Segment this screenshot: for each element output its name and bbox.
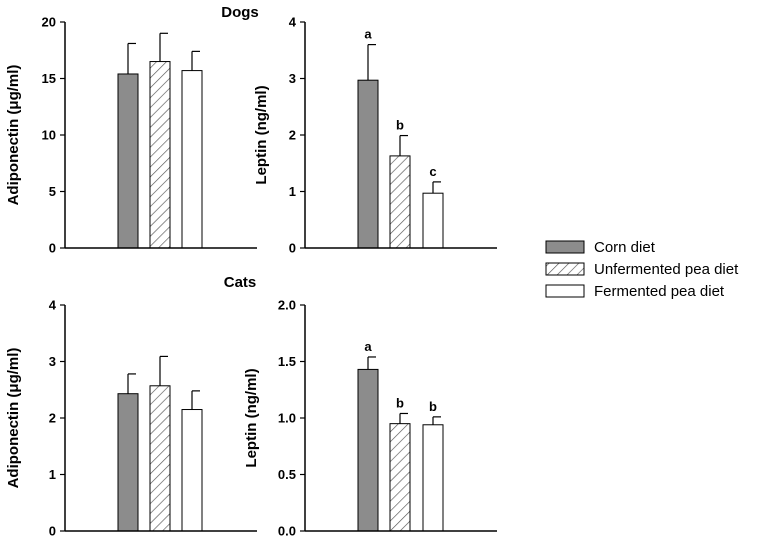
legend-item-corn: Corn diet (545, 239, 656, 256)
y-tick-label: 0 (289, 241, 296, 256)
y-tick-label: 2 (49, 411, 56, 426)
legend-label-corn: Corn diet (594, 239, 656, 256)
y-tick-label: 5 (49, 184, 56, 199)
y-tick-label: 10 (42, 128, 56, 143)
dogs-leptin-panel: a b c 0 1 2 3 4 Leptin (ng/ml) (253, 15, 497, 256)
bar-unfermented (149, 61, 171, 249)
bar-unfermented (389, 155, 411, 249)
y-tick-label: 1 (49, 467, 56, 482)
bar-corn (117, 73, 139, 249)
y-tick-label: 20 (42, 15, 56, 30)
cats-title: Cats (224, 274, 257, 291)
y-tick-label: 1 (289, 184, 296, 199)
significance-label-fermented: c (429, 164, 436, 179)
legend-item-unfermented: Unfermented pea diet (545, 261, 739, 278)
y-tick-label: 3 (49, 354, 56, 369)
legend-swatch-fermented (545, 284, 585, 298)
bar-unfermented (389, 423, 411, 532)
y-tick-label: 0.0 (278, 524, 296, 539)
y-tick-label: 2 (289, 128, 296, 143)
y-tick-label: 0 (49, 241, 56, 256)
cats-adiponectin-panel: 0 1 2 3 4 Adiponectin (μg/ml) (5, 298, 257, 539)
significance-label-corn: a (364, 339, 372, 354)
bar-corn (117, 393, 139, 532)
bar-fermented (181, 70, 203, 249)
significance-label-unfermented: b (396, 118, 404, 133)
bar-unfermented (149, 385, 171, 532)
y-axis-title: Adiponectin (μg/ml) (5, 65, 22, 206)
significance-label-unfermented: b (396, 395, 404, 410)
y-tick-label: 0.5 (278, 467, 296, 482)
significance-label-fermented: b (429, 399, 437, 414)
y-tick-label: 4 (289, 15, 297, 30)
y-axis-title: Leptin (ng/ml) (253, 85, 270, 184)
y-tick-label: 2.0 (278, 298, 296, 313)
bar-corn (357, 368, 379, 532)
dogs-title: Dogs (221, 4, 259, 21)
y-tick-label: 1.0 (278, 411, 296, 426)
y-tick-label: 3 (289, 71, 296, 86)
legend-swatch-corn (545, 240, 585, 254)
y-axis-title: Adiponectin (μg/ml) (5, 348, 22, 489)
legend-swatch-unfermented (545, 262, 585, 276)
y-tick-label: 0 (49, 524, 56, 539)
bar-fermented (181, 409, 203, 532)
legend-item-fermented: Fermented pea diet (545, 283, 725, 300)
cats-leptin-panel: a b b 0.0 0.5 1.0 1.5 2.0 Leptin (ng/ml) (243, 298, 497, 539)
dogs-adiponectin-panel: 0 5 10 15 20 Adiponectin (μg/ml) (5, 15, 257, 256)
y-tick-label: 4 (49, 298, 57, 313)
bar-fermented (422, 424, 444, 532)
legend-label-unfermented: Unfermented pea diet (594, 261, 739, 278)
y-tick-label: 15 (42, 71, 56, 86)
y-axis-title: Leptin (ng/ml) (243, 368, 260, 467)
y-tick-label: 1.5 (278, 354, 296, 369)
legend: Corn diet Unfermented pea diet Fermented… (545, 239, 739, 300)
legend-label-fermented: Fermented pea diet (594, 283, 725, 300)
bar-fermented (422, 192, 444, 249)
bar-corn (357, 79, 379, 249)
significance-label-corn: a (364, 27, 372, 42)
